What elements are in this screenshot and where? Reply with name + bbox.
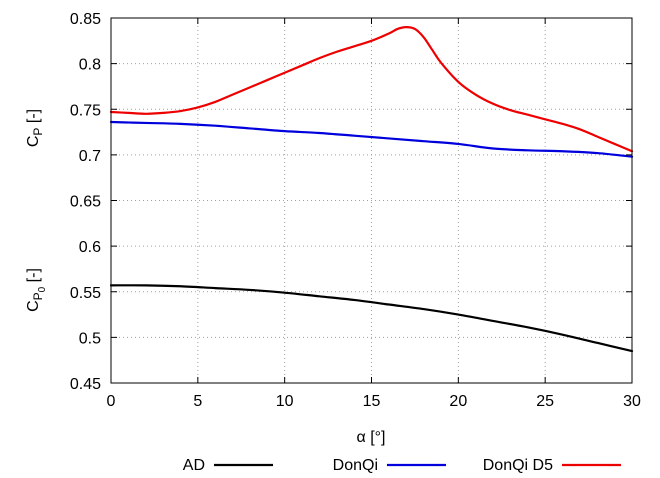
x-tick-label: 15 (363, 393, 381, 410)
y-tick-label: 0.7 (79, 148, 101, 165)
series-line-ad (109, 284, 634, 353)
y-axis-label-upper-suffix: [-] (25, 109, 42, 128)
y-tick-label: 0.45 (70, 376, 101, 393)
y-axis-label-lower-suffix: [-] (25, 268, 42, 287)
x-tick-label: 25 (536, 393, 554, 410)
legend-label-donqi: DonQi (333, 457, 378, 474)
y-tick-label: 0.55 (70, 285, 101, 302)
y-axis-label-lower-sub: P (31, 292, 45, 300)
y-axis-label-lower-base: C (25, 300, 42, 312)
x-tick-label: 5 (193, 393, 202, 410)
y-axis-label-lower: CP0 [-] (25, 268, 48, 312)
x-axis-label: α [°] (357, 429, 386, 446)
y-tick-label: 0.8 (79, 57, 101, 74)
y-axis-label-upper-sub: P (31, 128, 45, 136)
series-line-donqi (109, 120, 634, 158)
y-tick-label: 0.75 (70, 102, 101, 119)
series-line-donqi-d5 (109, 26, 634, 153)
y-axis-label-upper: CP [-] (25, 109, 45, 147)
y-axis-label-lower-subsub: 0 (37, 286, 48, 292)
y-axis-label-upper-base: C (25, 136, 42, 148)
axis-ticks: 0 5 10 15 20 25 30 0.45 0.5 0.55 0.6 0.65 0.7 0.75 0.8… (70, 11, 641, 410)
legend: AD DonQi DonQi D5 (183, 457, 621, 474)
y-tick-label: 0.85 (70, 11, 101, 28)
legend-label-ad: AD (183, 457, 205, 474)
x-tick-label: 20 (449, 393, 467, 410)
legend-label-donqi-d5: DonQi D5 (483, 457, 553, 474)
x-tick-label: 30 (623, 393, 641, 410)
grid-lines (111, 18, 632, 383)
y-tick-label: 0.65 (70, 194, 101, 211)
series-lines (109, 26, 634, 353)
x-tick-label: 10 (276, 393, 294, 410)
y-tick-label: 0.5 (79, 330, 101, 347)
y-tick-label: 0.6 (79, 239, 101, 256)
x-tick-label: 0 (107, 393, 116, 410)
